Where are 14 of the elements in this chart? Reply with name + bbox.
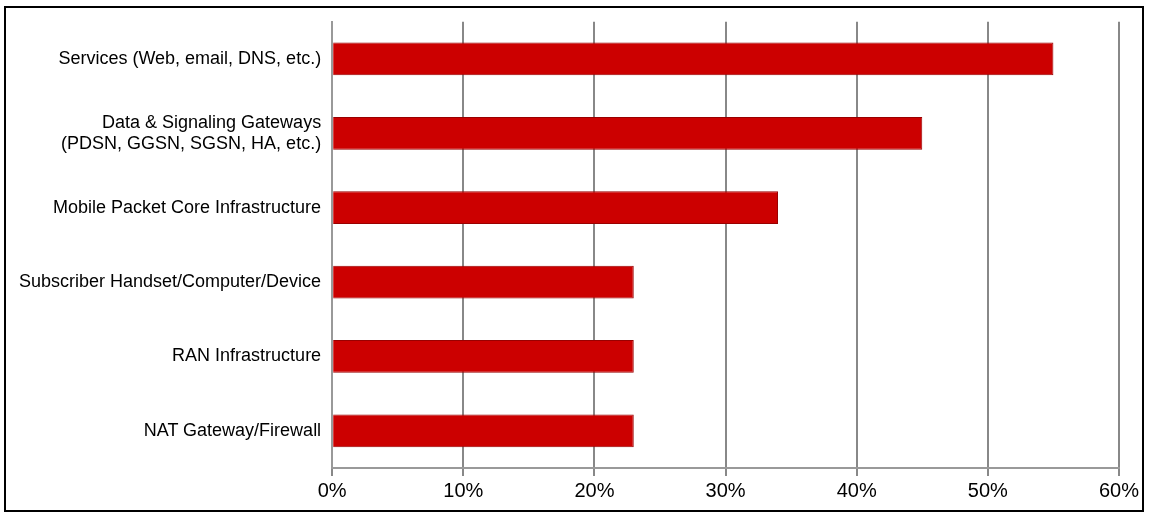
x-tick-label: 20% — [574, 478, 615, 501]
x-tick-label: 0% — [317, 478, 347, 501]
y-tick-label: NAT Gateway/Firewall — [143, 419, 322, 440]
y-tick-label: Subscriber Handset/Computer/Device — [18, 271, 322, 292]
x-tick-label: 10% — [443, 478, 484, 501]
x-tick-label: 30% — [705, 478, 746, 501]
category-label: Data & Signaling Gateways — [102, 111, 322, 132]
y-tick-label: Mobile Packet Core Infrastructure — [53, 196, 322, 217]
y-tick-label: RAN Infrastructure — [172, 345, 322, 366]
y-tick-label: Services (Web, email, DNS, etc.) — [58, 47, 322, 68]
x-tick-label: 50% — [967, 478, 1009, 501]
category-label: (PDSN, GGSN, SGSN, HA, etc.) — [61, 133, 322, 154]
x-tick-label: 60% — [1098, 478, 1140, 501]
x-tick-label: 40% — [836, 478, 877, 501]
